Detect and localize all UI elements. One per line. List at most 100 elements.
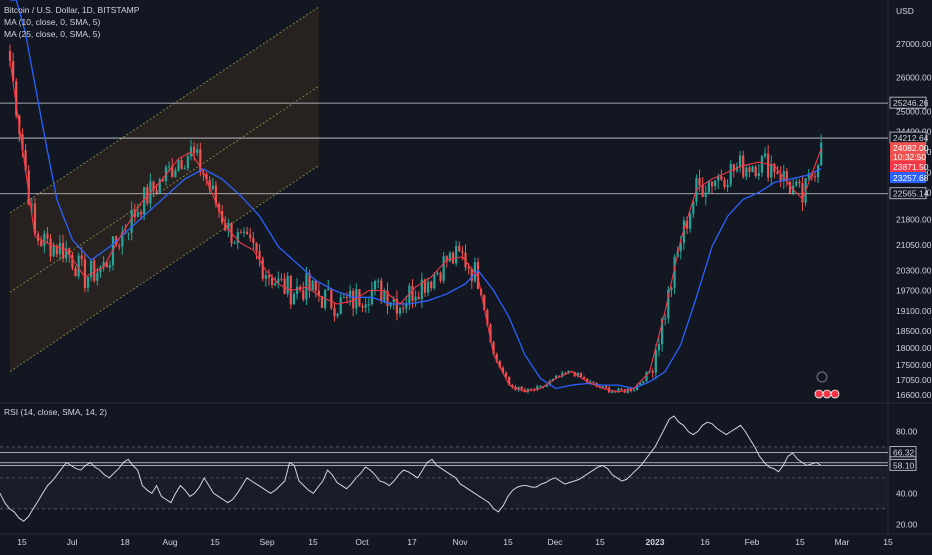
candle-body	[261, 258, 264, 279]
candle-body	[320, 296, 324, 308]
candle-body	[629, 388, 632, 392]
candle-body	[698, 177, 701, 186]
candle-body	[127, 232, 130, 234]
price-label-text: 10:32:50	[893, 152, 926, 162]
price-tick-label: 18500.00	[896, 326, 932, 336]
candle-body	[86, 276, 90, 288]
candle-body	[426, 281, 430, 293]
candle-body	[723, 179, 726, 188]
candle-body	[383, 290, 386, 301]
candle-body	[102, 261, 105, 268]
candle-body	[108, 264, 111, 268]
candle-body	[249, 234, 252, 239]
candle-body	[620, 388, 623, 391]
candle-body	[242, 231, 246, 234]
price-tick-label: 26000.00	[896, 73, 932, 83]
price-label-text: 23257.68	[893, 173, 929, 183]
candle-body	[689, 213, 692, 229]
candle-body	[46, 233, 49, 239]
candle-body	[417, 296, 420, 300]
candle-body	[545, 384, 548, 387]
candle-body	[782, 171, 785, 182]
candle-body	[171, 166, 174, 177]
candle-body	[486, 309, 489, 325]
candle-body	[68, 248, 71, 255]
price-tick-label: 18000.00	[896, 343, 932, 353]
time-tick-label: 15	[595, 537, 605, 547]
candle-body	[714, 180, 717, 187]
candle-body	[451, 252, 455, 264]
candle-body	[155, 190, 158, 194]
candle-body	[470, 268, 473, 281]
candle-body	[642, 381, 645, 383]
candle-body	[554, 375, 558, 379]
price-label-box	[890, 151, 926, 163]
candle-body	[517, 386, 520, 391]
candle-body	[651, 371, 654, 373]
candle-body	[405, 303, 408, 309]
candle-body	[717, 176, 720, 181]
candle-body	[763, 153, 767, 157]
candle-body	[726, 184, 729, 188]
candle-body	[673, 256, 676, 288]
candle-body	[430, 281, 433, 289]
price-label-text: 24212.64	[893, 133, 929, 143]
price-tick-label: 17500.00	[896, 360, 932, 370]
candle-body	[657, 344, 661, 351]
time-tick-label: Nov	[452, 537, 468, 547]
candle-body	[130, 210, 133, 233]
candle-body	[632, 390, 636, 392]
rsi-value-label: 58.10	[893, 460, 915, 470]
candle-body	[476, 262, 480, 289]
candle-body	[158, 179, 161, 194]
candle-body	[205, 174, 208, 181]
candle-body	[757, 172, 760, 177]
candle-body	[139, 212, 143, 215]
candle-body	[492, 342, 495, 355]
candle-body	[604, 386, 608, 388]
candle-body	[255, 242, 258, 252]
time-tick-label: Mar	[835, 537, 850, 547]
candle-body	[386, 290, 389, 306]
price-tick-label: 21050.00	[896, 240, 932, 250]
candle-body	[49, 238, 52, 257]
candle-body	[105, 261, 108, 268]
candle-body	[526, 388, 530, 392]
candle-body	[314, 280, 317, 291]
candle-body	[392, 298, 395, 303]
candle-body	[339, 297, 342, 314]
candle-body	[692, 201, 695, 214]
flag-icon	[830, 389, 840, 399]
time-tick-label: Jul	[67, 537, 78, 547]
candle-body	[183, 168, 186, 170]
candle-body	[473, 262, 476, 281]
candle-body	[118, 245, 121, 247]
candle-body	[539, 386, 542, 388]
candle-body	[258, 251, 261, 259]
candle-body	[626, 388, 629, 393]
candle-body	[196, 149, 199, 153]
candle-body	[280, 278, 283, 280]
candle-body	[623, 390, 626, 393]
candle-body	[93, 260, 96, 281]
candle-body	[455, 245, 458, 264]
candle-body	[567, 370, 570, 374]
candle-body	[561, 372, 564, 377]
candle-body	[582, 377, 586, 379]
candle-body	[217, 204, 221, 212]
candle-body	[679, 242, 682, 252]
candle-body	[267, 275, 271, 278]
candle-body	[436, 272, 439, 275]
candle-body	[80, 255, 83, 260]
candle-body	[239, 232, 242, 234]
candle-body	[367, 304, 370, 306]
price-label-text: 22565.14	[893, 189, 929, 199]
rsi-tick-label: 80.00	[896, 426, 918, 436]
candle-body	[61, 242, 65, 259]
candle-body	[798, 181, 801, 184]
candle-body	[558, 375, 561, 377]
candle-body	[333, 308, 336, 317]
candle-body	[498, 361, 501, 368]
time-tick-label: 17	[407, 537, 417, 547]
